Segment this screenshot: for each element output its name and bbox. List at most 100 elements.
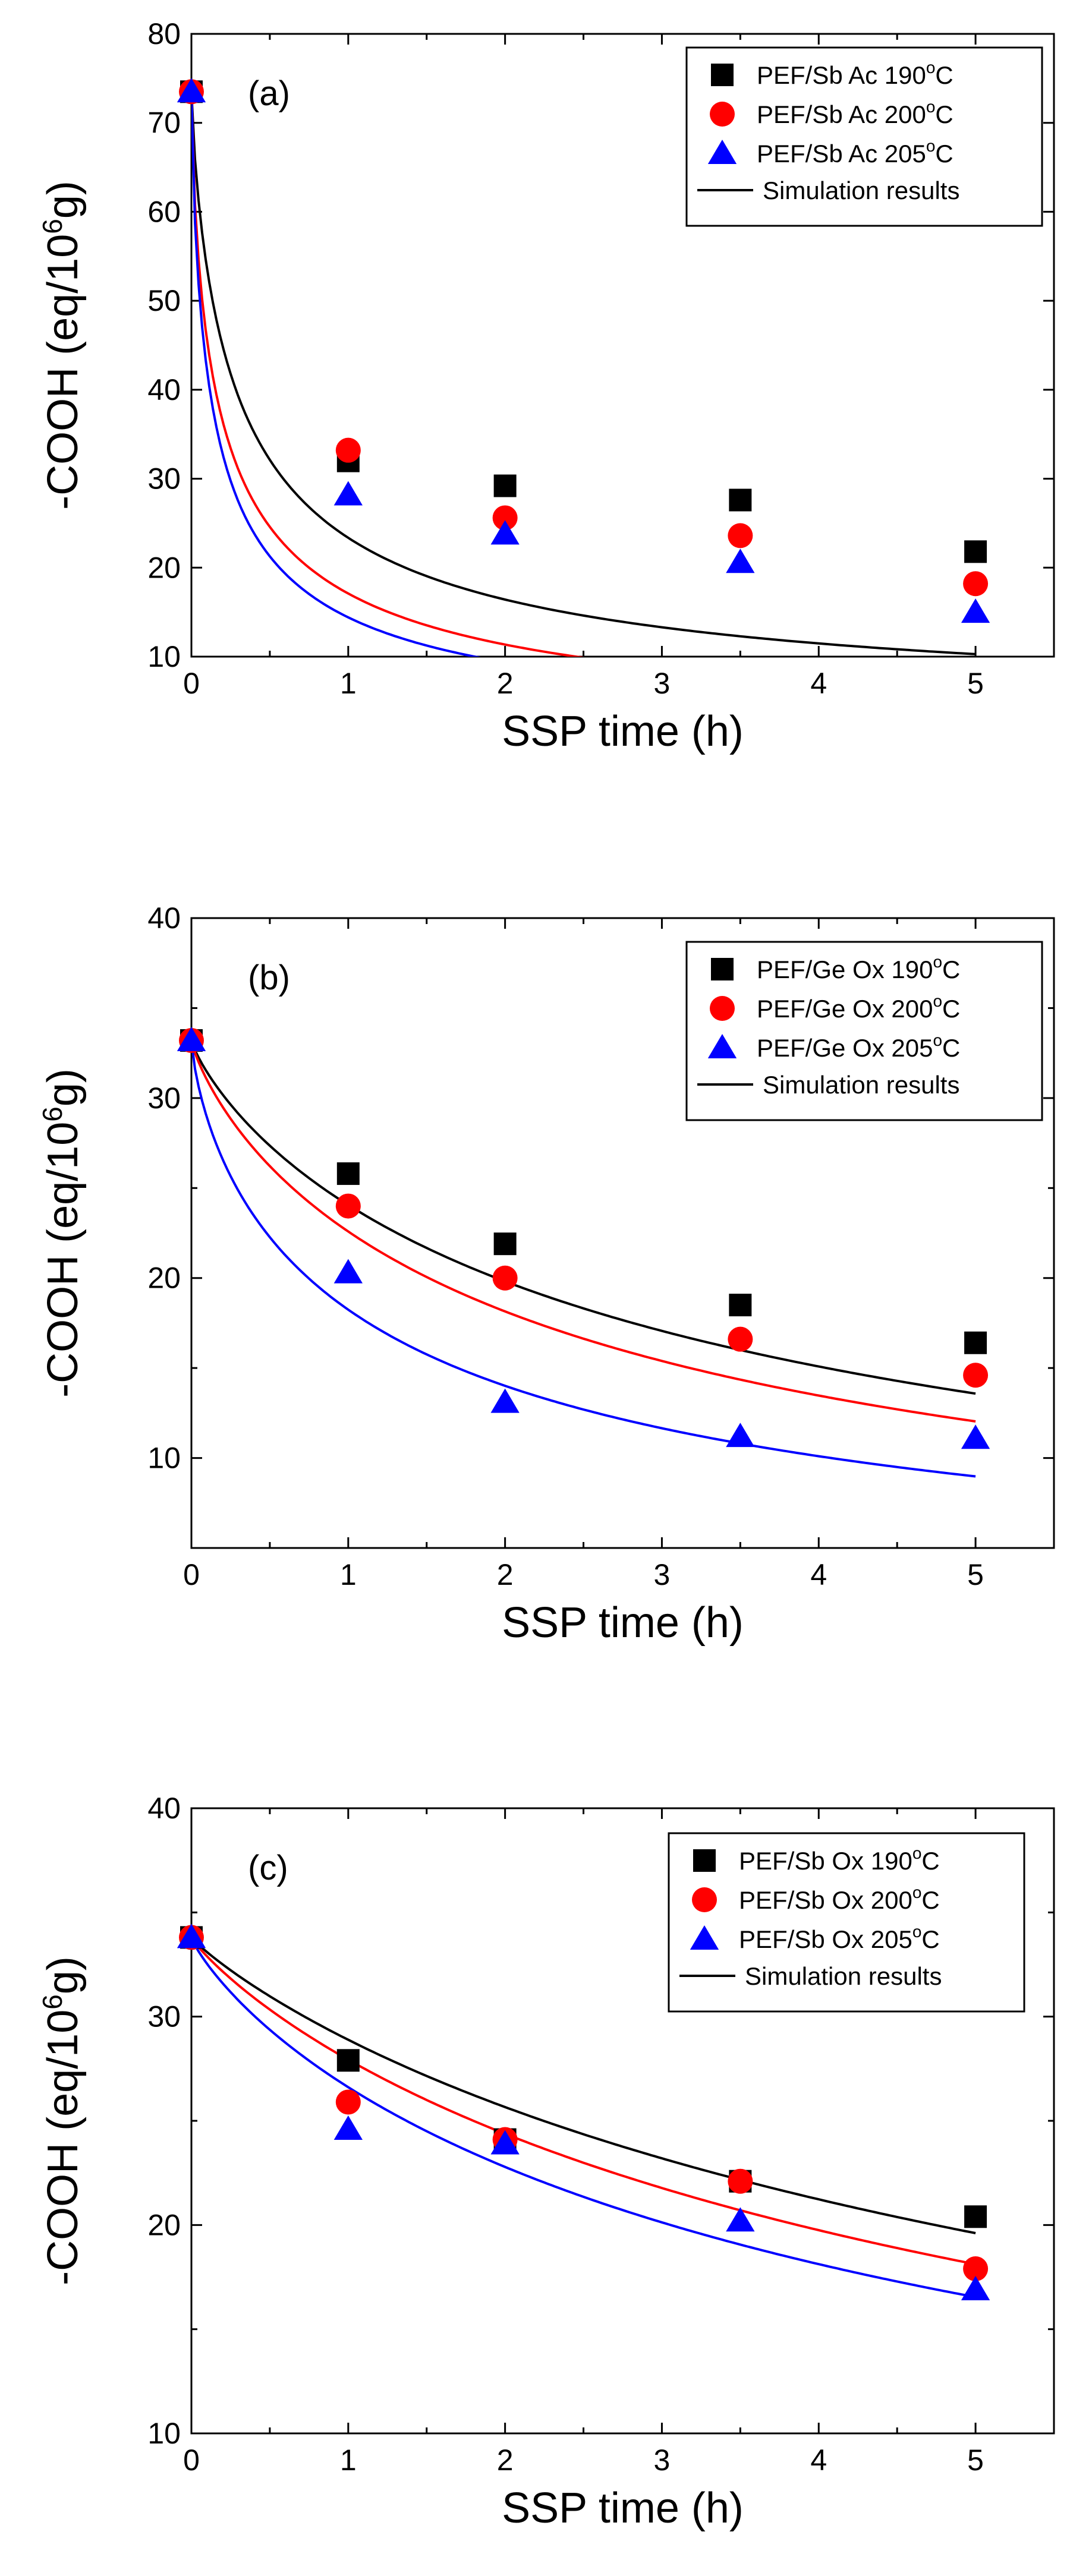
legend-marker [711,958,734,980]
data-point [335,437,361,463]
x-tick-label: 1 [340,1558,357,1591]
chart-panel-3: 0 1 2 3 4 5 10 20 30 40 SSP time (h) -COOH (eq/106g… [37,1792,1055,2532]
legend-label: PEF/Sb Ox 190oC [739,1844,940,1875]
panel-label: (b) [248,958,290,997]
x-tick-label: 0 [183,2443,200,2477]
x-tick-label: 4 [810,1558,827,1591]
data-point [177,1924,206,1948]
x-tick-label: 3 [654,1558,671,1591]
fit-curve-2 [191,1937,976,2266]
legend-marker [710,102,735,127]
legend-box [668,1832,1025,2013]
x-axis-title: SSP time (h) [502,708,744,755]
legend-label: PEF/Ge Ox 205oC [757,1031,960,1062]
data-point [333,2115,363,2140]
data-point [493,1232,517,1256]
legend-box [685,46,1043,227]
y-axis-title: -COOH (eq/106g) [37,181,87,510]
legend-label-simulation: Simulation results [763,176,959,204]
legend-label: PEF/Sb Ac 200oC [757,97,953,128]
y-tick-label: 40 [147,373,181,406]
x-tick-label: 4 [810,2443,827,2477]
x-tick-label: 2 [497,667,514,700]
panel-label: (c) [248,1849,288,1887]
legend-marker [710,996,735,1021]
series-2-points [179,1925,989,2281]
legend-label-simulation: Simulation results [745,1962,942,1990]
y-tick-label: 30 [147,1082,181,1115]
x-tick-label: 3 [654,667,671,700]
x-tick-label: 5 [967,667,984,700]
data-point [963,571,989,597]
y-tick-label: 10 [147,1442,181,1475]
series-3-points [177,78,990,623]
data-point [728,2168,753,2194]
y-tick-label: 30 [147,2000,181,2033]
plot-frame [190,33,1055,658]
legend-marker [711,64,734,86]
data-point [177,78,206,103]
data-point [336,1162,360,1185]
data-point [335,1193,361,1219]
data-point [490,2130,520,2155]
data-point [964,2205,987,2228]
data-point [490,1388,520,1413]
y-tick-label: 20 [147,551,181,584]
y-tick-label: 30 [147,462,181,496]
legend-box [685,941,1043,1121]
legend-marker [707,1034,737,1058]
legend: PEF/Sb Ac 190oC PEF/Sb Ac 200oC PEF/Sb Ac … [685,46,1043,227]
data-point [961,1424,990,1449]
legend: PEF/Sb Ox 190oC PEF/Sb Ox 200oC PEF/Sb Ox … [668,1832,1025,2013]
data-point [492,505,518,531]
chart-panel-2: 0 1 2 3 4 5 10 20 30 40 SSP time (h) -COOH (eq/106g… [37,901,1055,1647]
x-tick-label: 3 [654,2443,671,2477]
data-point [729,1294,752,1317]
legend-label-simulation: Simulation results [763,1071,959,1099]
x-axis-title: SSP time (h) [502,2484,744,2532]
fit-curve-3 [191,1040,976,1478]
fit-curve-2 [191,92,584,657]
fit-curve-1 [191,1937,976,2234]
chart-panel-1: 0 1 2 3 4 5 10 20 30 40 50 60 70 80 SSP time (h) -COOH … [37,17,1055,755]
x-tick-label: 2 [497,1558,514,1591]
series-3-points [177,1026,990,1449]
panel-label: (a) [248,74,290,113]
fit-curve-3 [191,1937,976,2298]
x-tick-label: 5 [967,2443,984,2477]
legend-label: PEF/Ge Ox 200oC [757,992,960,1023]
legend-marker [692,1887,717,1912]
legend-label: PEF/Sb Ox 200oC [739,1883,940,1914]
x-axis-title: SSP time (h) [502,1599,744,1647]
x-tick-label: 5 [967,1558,984,1591]
legend-label: PEF/Ge Ox 190oC [757,953,960,983]
y-tick-label: 10 [147,640,181,673]
x-tick-label: 2 [497,2443,514,2477]
data-point [963,1363,989,1388]
legend-label: PEF/Sb Ac 205oC [757,137,953,168]
fit-curve-2 [191,1040,976,1423]
data-point [492,1265,518,1291]
y-tick-label: 40 [147,901,181,935]
data-point [336,2049,360,2072]
y-axis-title: -COOH (eq/106g) [37,1068,87,1398]
fit-curve-1 [191,1040,976,1395]
legend-label: PEF/Sb Ac 190oC [757,58,953,89]
data-point [726,548,755,573]
data-point [728,1326,753,1352]
y-tick-label: 20 [147,1262,181,1295]
data-point [490,520,520,545]
y-tick-label: 10 [147,2417,181,2450]
y-tick-label: 50 [147,284,181,317]
data-point [335,2089,361,2115]
y-tick-label: 80 [147,17,181,51]
data-point [333,1259,363,1284]
y-tick-label: 40 [147,1792,181,1825]
y-tick-label: 60 [147,195,181,228]
y-tick-label: 70 [147,106,181,140]
legend-marker [707,140,737,164]
data-point [726,1423,755,1448]
data-point [961,598,990,623]
data-point [964,1331,987,1354]
